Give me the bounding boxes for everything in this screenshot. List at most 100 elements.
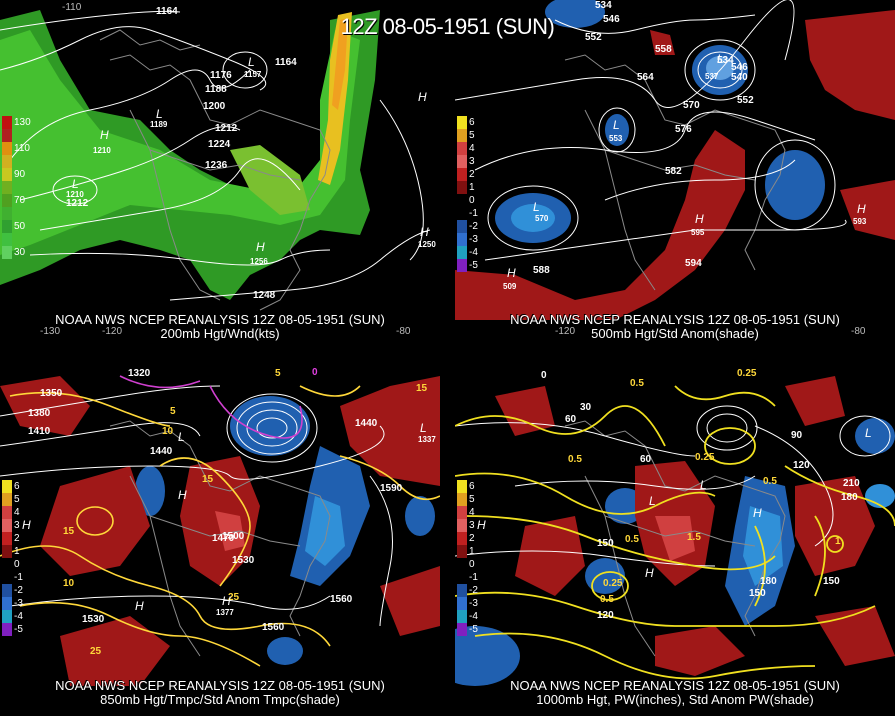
label: 0 [469, 558, 475, 570]
contour-label: 1500 [222, 531, 245, 542]
label: 4 [469, 142, 475, 154]
center-value: 570 [535, 214, 549, 223]
pw-label: 1.5 [687, 532, 701, 543]
center-value: 1189 [150, 120, 168, 129]
label: 5 [469, 129, 475, 141]
temp-label: 25 [90, 646, 102, 657]
label: 0 [14, 558, 20, 570]
contour-label: 1380 [28, 408, 51, 419]
label: 50 [14, 220, 26, 232]
center-value: 593 [853, 217, 867, 226]
label: -1 [14, 571, 23, 583]
label: -5 [469, 623, 478, 635]
contour-label: 60 [565, 414, 577, 425]
high-marker: H [420, 225, 429, 239]
caption-line1: NOAA NWS NCEP REANALYSIS 12Z 08-05-1951 … [510, 312, 840, 327]
contour-label: 1188 [205, 84, 227, 95]
contour-label: 150 [597, 538, 614, 549]
contour-label: 90 [791, 430, 803, 441]
contour-label: 180 [841, 492, 858, 503]
panel-850mb: 6 5 4 3 2 1 0 -1 -2 -3 -4 -5 1320 1350 1… [0, 366, 440, 716]
colorbar-200mb: 130 110 90 70 50 30 [2, 116, 42, 259]
contour-label: 1248 [253, 290, 276, 301]
low-marker: L [178, 430, 185, 444]
contour-label: 570 [683, 100, 700, 111]
map-850mb [0, 375, 440, 686]
low-marker: L [700, 478, 707, 492]
label: 6 [469, 116, 475, 128]
contour-label: 552 [737, 95, 754, 106]
pw-label: 0.5 [625, 534, 639, 545]
high-marker: H [477, 518, 486, 532]
contour-label: 60 [640, 454, 652, 465]
pw-label: 0.25 [695, 452, 715, 463]
longitude-label: -80 [396, 326, 411, 337]
label: 2 [469, 168, 475, 180]
label: 90 [14, 168, 26, 180]
contour-label: 1224 [208, 139, 231, 150]
label: -4 [469, 246, 478, 258]
panel-200mb: 130 110 90 70 50 30 1164 1164 1176 1188 … [0, 0, 440, 350]
contour-label: 1470 [212, 533, 235, 544]
contour-label: 1320 [128, 368, 151, 379]
center-value: 1337 [418, 435, 436, 444]
colorbar-850mb: 6 5 4 3 2 1 0 -1 -2 -3 -4 -5 [2, 480, 42, 636]
label: 5 [14, 493, 20, 505]
caption-line1: NOAA NWS NCEP REANALYSIS 12Z 08-05-1951 … [55, 312, 385, 327]
contour-label: 1212 [66, 198, 89, 209]
contour-label: 558 [655, 44, 672, 55]
contour-label: 1236 [205, 160, 228, 171]
label: -1 [469, 571, 478, 583]
pw-label: 0.5 [600, 594, 614, 605]
low-marker: L [717, 52, 724, 66]
label: 70 [14, 194, 26, 206]
label: 1 [469, 545, 475, 557]
map-500mb [455, 0, 895, 320]
contour-label: 1176 [210, 70, 232, 81]
contour-label: 1164 [156, 6, 178, 17]
contour-label: 1200 [203, 101, 226, 112]
label: -5 [469, 259, 478, 271]
center-value: 595 [691, 228, 705, 237]
caption-line2: 850mb Hgt/Tmpc/Std Anom Tmpc(shade) [100, 692, 340, 707]
label: -1 [469, 207, 478, 219]
temp-label: 5 [170, 406, 176, 417]
contour-label: 1212 [215, 123, 238, 134]
contour-label: 540 [731, 72, 748, 83]
contour-label: 546 [731, 62, 748, 73]
label: -3 [14, 597, 23, 609]
label: 6 [469, 480, 475, 492]
label: 2 [14, 532, 20, 544]
contour-label: 1530 [82, 614, 105, 625]
caption-line1: NOAA NWS NCEP REANALYSIS 12Z 08-05-1951 … [55, 678, 385, 693]
contour-label: 120 [597, 610, 614, 621]
temp-label: 15 [416, 383, 428, 394]
label: 130 [14, 116, 31, 128]
pw-label: 0.5 [763, 476, 777, 487]
contour-label: 1440 [355, 418, 378, 429]
longitude-label: -120 [555, 326, 576, 337]
caption-line2: 1000mb Hgt, PW(inches), Std Anom PW(shad… [536, 692, 814, 707]
contour-label: 30 [580, 402, 592, 413]
label: 1 [469, 181, 475, 193]
label: 3 [469, 519, 475, 531]
label: 110 [14, 142, 30, 154]
wind-shading [0, 10, 380, 300]
label: 30 [14, 246, 26, 258]
longitude-label: -110 [62, 2, 82, 13]
longitude-label: -130 [40, 326, 61, 337]
label: 2 [469, 532, 475, 544]
label: 4 [469, 506, 475, 518]
high-marker: H [695, 212, 704, 226]
label: -4 [14, 610, 23, 622]
contour-label: 552 [585, 32, 602, 43]
contour-label: 1410 [28, 426, 51, 437]
label: -3 [469, 597, 478, 609]
high-marker: H [222, 594, 231, 608]
map-title: 12Z 08-05-1951 (SUN) [340, 14, 555, 39]
caption-line2: 500mb Hgt/Std Anom(shade) [591, 326, 759, 341]
contour-label: 1590 [380, 483, 403, 494]
label: -2 [469, 220, 478, 232]
temp-label: 15 [63, 526, 75, 537]
contour-label: 564 [637, 72, 654, 83]
